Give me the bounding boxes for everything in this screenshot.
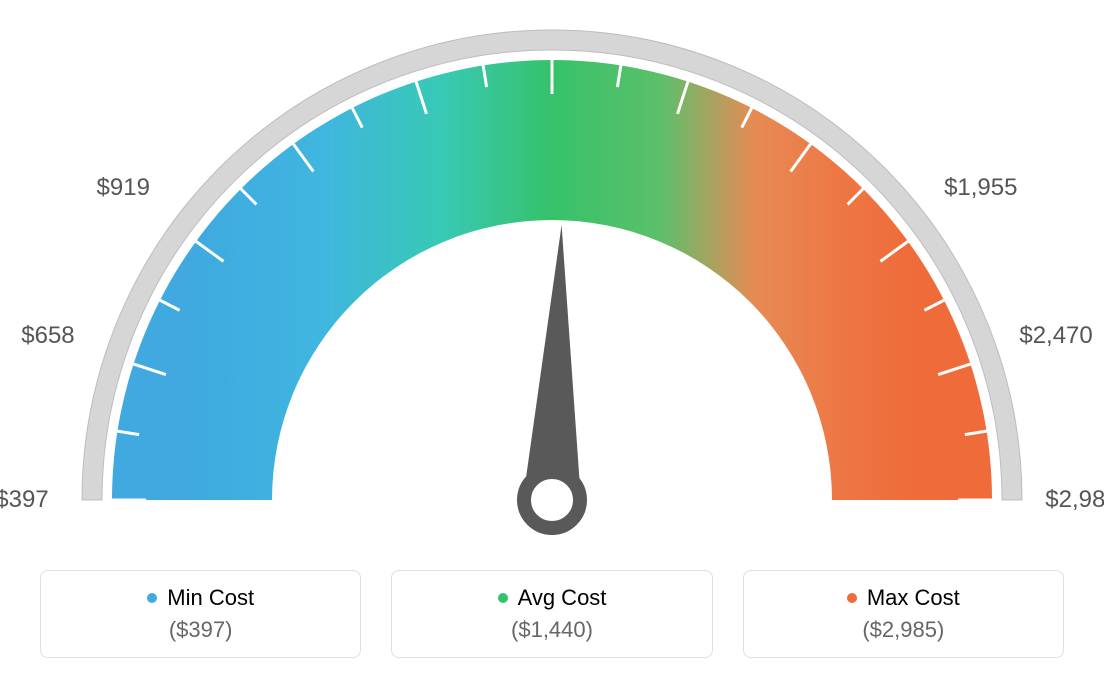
tick-label: $397 xyxy=(0,486,49,514)
tick-label: $919 xyxy=(97,174,150,202)
legend-value-avg: ($1,440) xyxy=(402,617,701,643)
needle-pointer xyxy=(522,225,581,506)
legend-row: Min Cost ($397) Avg Cost ($1,440) Max Co… xyxy=(0,570,1104,658)
gauge-needle xyxy=(522,225,581,528)
legend-card-max: Max Cost ($2,985) xyxy=(743,570,1064,658)
tick-label: $2,470 xyxy=(1019,322,1092,350)
tick-label: $658 xyxy=(21,322,74,350)
tick-label: $1,955 xyxy=(944,174,1017,202)
legend-value-max: ($2,985) xyxy=(754,617,1053,643)
legend-title-max: Max Cost xyxy=(847,585,960,611)
legend-title-min: Min Cost xyxy=(147,585,254,611)
gauge-svg xyxy=(0,0,1104,560)
needle-hub xyxy=(524,472,580,528)
tick-label: $2,985 xyxy=(1045,486,1104,514)
gauge-chart: $397$658$919$1,440$1,955$2,470$2,985 xyxy=(0,0,1104,560)
legend-title-avg: Avg Cost xyxy=(498,585,607,611)
legend-value-min: ($397) xyxy=(51,617,350,643)
legend-card-min: Min Cost ($397) xyxy=(40,570,361,658)
legend-card-avg: Avg Cost ($1,440) xyxy=(391,570,712,658)
